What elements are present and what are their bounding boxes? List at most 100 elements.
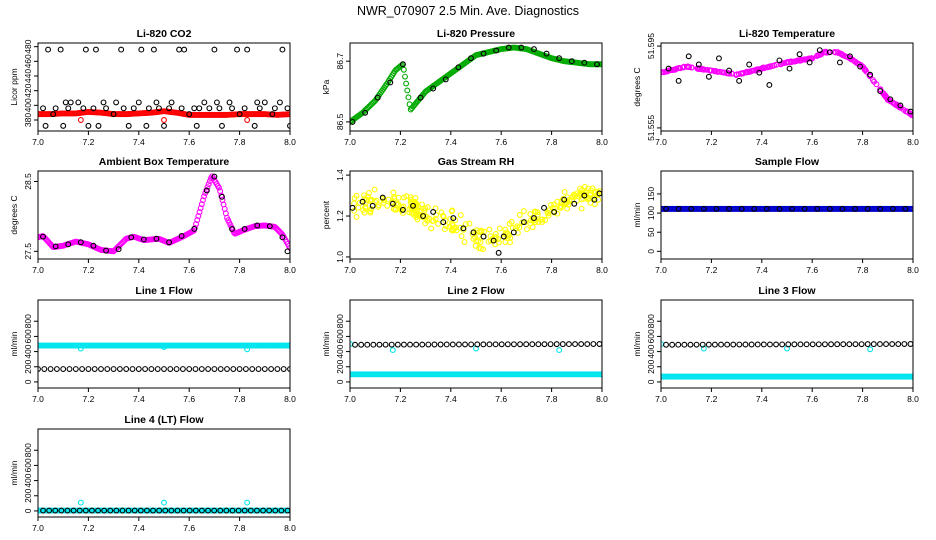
data-point [274, 366, 281, 372]
data-point [556, 55, 563, 62]
x-tick-label: 7.2 [82, 137, 94, 147]
data-point [161, 344, 167, 350]
data-point [216, 105, 223, 112]
data-point [153, 99, 160, 106]
data-point [736, 77, 743, 84]
data-point [867, 71, 874, 78]
data-point [803, 56, 810, 63]
data-point [902, 205, 909, 212]
data-point [200, 197, 206, 204]
x-tick-label: 7.6 [183, 265, 195, 275]
data-point [42, 122, 49, 129]
y-tick-label: 27.5 [23, 243, 33, 260]
data-point [543, 50, 550, 57]
data-point [425, 341, 432, 348]
data-point [85, 366, 92, 372]
x-tick-label: 8.0 [907, 394, 919, 404]
data-point [154, 366, 161, 372]
plot-area [38, 342, 290, 372]
plot-area [350, 183, 602, 256]
data-point [402, 73, 408, 80]
series-individual-samples [352, 341, 602, 348]
data-point [809, 55, 816, 62]
data-point [760, 341, 767, 348]
data-point [779, 341, 786, 348]
data-point [229, 105, 235, 112]
data-point [161, 117, 167, 123]
data-point [796, 51, 803, 58]
data-point [367, 198, 374, 204]
plot-frame [37, 299, 291, 389]
data-point [565, 341, 572, 348]
data-point [786, 65, 793, 72]
data-point [359, 198, 366, 205]
data-point [192, 366, 199, 372]
x-tick-label: 7.8 [234, 137, 246, 147]
series-2-5-min-average [661, 205, 913, 212]
x-tick-label: 7.8 [546, 137, 558, 147]
data-point [272, 507, 279, 514]
data-point [266, 223, 273, 230]
data-point [590, 195, 597, 202]
data-point [535, 341, 542, 348]
y-tick-label: 28.5 [23, 173, 33, 190]
data-point [52, 507, 59, 514]
x-tick-label: 7.6 [806, 137, 818, 147]
data-point [420, 213, 427, 219]
series-cyan-dips [77, 344, 251, 353]
data-point [203, 187, 210, 194]
data-point [901, 341, 908, 347]
data-point [893, 101, 900, 108]
data-point [821, 341, 828, 348]
data-point [217, 507, 224, 514]
data-point [785, 341, 792, 348]
data-point [45, 46, 52, 53]
data-point [211, 46, 218, 53]
data-point [113, 99, 120, 106]
y-tick-label: 100 [646, 206, 656, 220]
data-point [472, 242, 479, 249]
data-point [663, 205, 669, 212]
data-point [466, 220, 473, 227]
data-point [410, 202, 416, 209]
data-point [353, 214, 360, 220]
figure-title: NWR_070907 2.5 Min. Ave. Diagnostics [357, 4, 579, 18]
x-tick-label: 7.6 [806, 394, 818, 404]
data-point [380, 199, 387, 206]
x-tick-label: 7.6 [495, 265, 507, 275]
data-point [700, 205, 707, 212]
data-point [166, 239, 172, 246]
data-point [201, 193, 208, 200]
data-point [754, 341, 761, 348]
x-tick-label: 7.6 [495, 137, 507, 147]
data-point [279, 46, 286, 53]
data-point [675, 77, 682, 84]
y-tick-label: 400 [23, 98, 33, 112]
series-individual-samples [663, 205, 909, 212]
data-point [176, 46, 183, 53]
chart-li-820-co2: Li-820 CO2 7.0 7.2 7.4 7.6 7.8 8.0 380400420440… [9, 28, 296, 147]
data-point [895, 341, 902, 347]
data-point [230, 366, 237, 372]
chart-title: Ambient Box Temperature [99, 156, 230, 168]
y-axis-label: ml/min [632, 202, 642, 227]
data-point [236, 111, 243, 118]
data-point [711, 341, 718, 348]
data-point [130, 105, 137, 112]
data-point [119, 507, 126, 514]
data-point [773, 341, 779, 348]
chart-title: Li-820 CO2 [137, 28, 192, 40]
data-point [287, 342, 290, 349]
data-point [744, 69, 751, 76]
data-point [496, 225, 503, 232]
x-tick-label: 7.6 [183, 523, 195, 533]
data-point [591, 196, 598, 203]
data-point [457, 212, 464, 219]
y-tick-label: 86.5 [335, 113, 345, 130]
x-tick-label: 7.2 [705, 265, 717, 275]
data-point [266, 507, 273, 514]
data-point [241, 226, 248, 232]
y-tick-label: 1.4 [335, 169, 345, 181]
data-point [153, 235, 160, 242]
